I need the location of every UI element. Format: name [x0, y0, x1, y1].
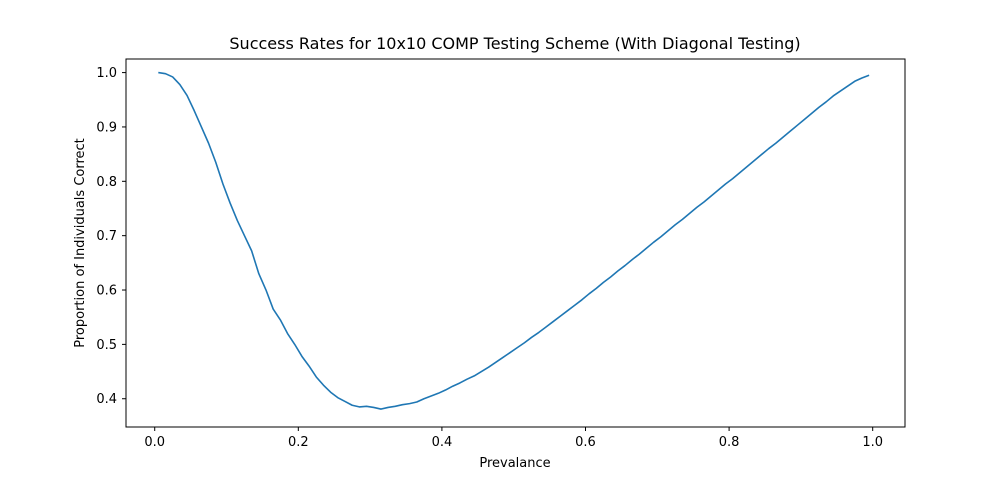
- x-axis-label: Prevalance: [479, 456, 550, 471]
- y-tick-label: 0.4: [96, 392, 117, 407]
- x-tick-label: 0.2: [288, 435, 309, 450]
- x-tick-label: 0.8: [719, 435, 740, 450]
- y-tick-label: 0.9: [96, 120, 117, 135]
- x-tick-label: 1.0: [862, 435, 883, 450]
- x-tick-label: 0.4: [432, 435, 453, 450]
- y-tick-label: 1.0: [96, 66, 117, 81]
- y-tick-label: 0.8: [96, 175, 117, 190]
- x-tick-label: 0.6: [575, 435, 596, 450]
- series-line-0: [158, 71, 870, 410]
- plot-area: [158, 71, 870, 410]
- y-tick-label: 0.6: [96, 284, 117, 299]
- plot-frame: [125, 58, 906, 428]
- y-tick-label: 0.5: [96, 338, 117, 353]
- ticks: 0.0 0.2 0.4 0.6 0.8 1.0 0.4 0.5 0.6 0.7 0.8 0.9 1.0: [96, 66, 883, 450]
- y-tick-label: 0.7: [96, 229, 117, 244]
- chart-title: Success Rates for 10x10 COMP Testing Sch…: [229, 34, 800, 53]
- x-tick-label: 0.0: [144, 435, 165, 450]
- y-axis-label: Proportion of Individuals Correct: [73, 138, 88, 348]
